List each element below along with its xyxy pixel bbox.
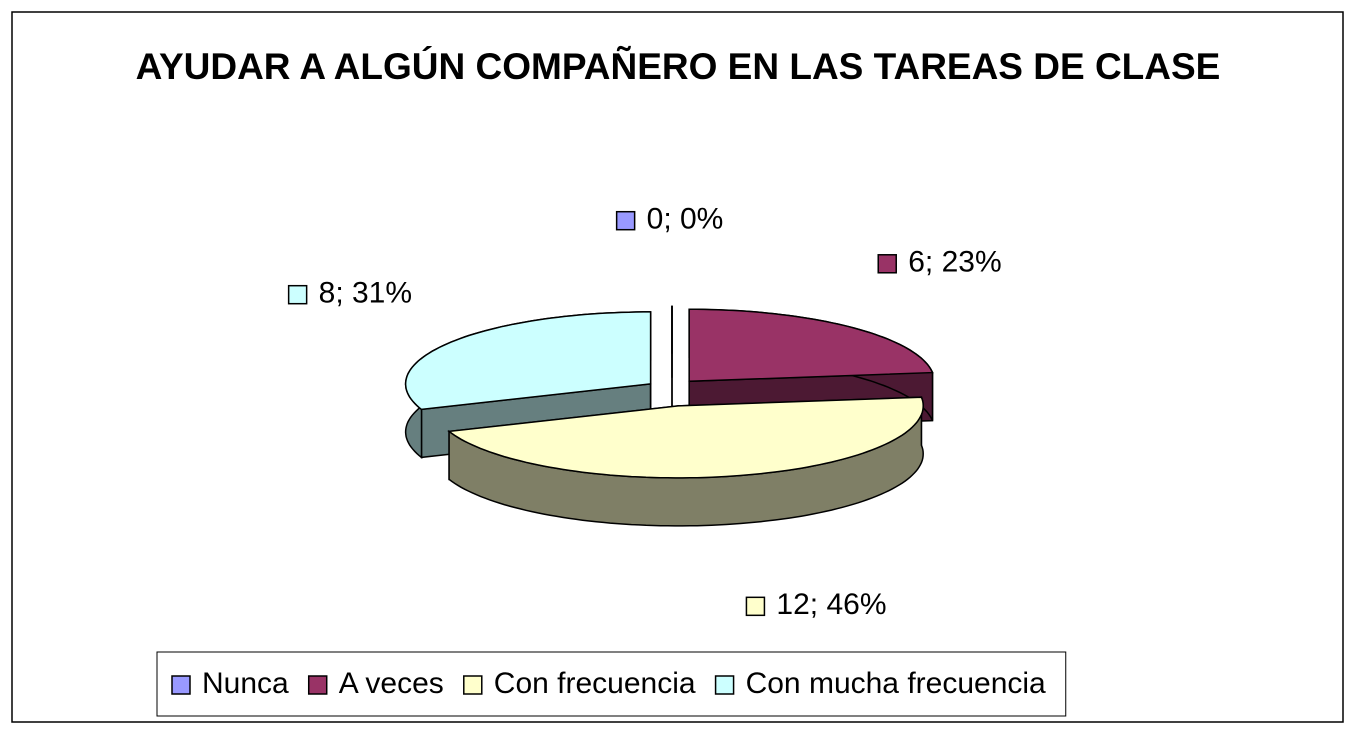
data-label: 12; 46% — [776, 588, 886, 621]
legend-label: Con mucha frecuencia — [746, 667, 1046, 700]
data-label: 0; 0% — [647, 203, 724, 236]
legend-label: A veces — [339, 667, 444, 700]
data-label-key — [877, 254, 897, 274]
chart-title: AYUDAR A ALGÚN COMPAÑERO EN LAS TAREAS D… — [135, 46, 1221, 87]
legend-key — [307, 675, 328, 695]
legend-key — [171, 675, 191, 695]
legend-label: Nunca — [202, 667, 289, 700]
slice-top — [688, 308, 934, 383]
data-label-key — [287, 284, 308, 305]
legend-key — [463, 675, 483, 695]
chart-frame — [11, 11, 1344, 723]
slice-top — [447, 396, 924, 479]
legend-label: Con frecuencia — [494, 667, 696, 700]
legend: Nunca A veces Con frecuencia Con mucha frec… — [156, 651, 1067, 717]
legend-key — [714, 675, 735, 695]
pie-slice — [447, 396, 924, 527]
data-label-key — [745, 596, 766, 617]
data-label: 6; 23% — [908, 246, 1001, 279]
slice-top — [404, 311, 652, 411]
data-label: 8; 31% — [319, 277, 412, 310]
legend-box — [156, 651, 1067, 717]
data-label-key — [615, 210, 636, 231]
